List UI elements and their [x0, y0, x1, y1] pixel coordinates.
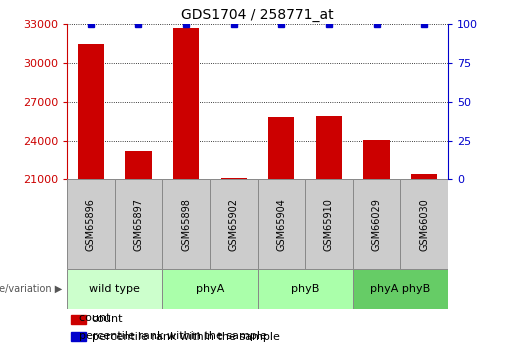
Bar: [78, 43, 104, 179]
Bar: [316, 116, 342, 179]
Bar: [71, 332, 86, 342]
Text: GSM65896: GSM65896: [86, 198, 96, 251]
Text: count: count: [92, 314, 123, 324]
Bar: [71, 315, 86, 324]
Bar: [258, 269, 353, 309]
Text: phyA phyB: phyA phyB: [370, 284, 431, 294]
Bar: [67, 179, 115, 269]
Title: GDS1704 / 258771_at: GDS1704 / 258771_at: [181, 8, 334, 22]
Text: phyA: phyA: [196, 284, 224, 294]
Bar: [220, 178, 247, 179]
Text: genotype/variation ▶: genotype/variation ▶: [0, 284, 62, 294]
Text: wild type: wild type: [89, 284, 140, 294]
Bar: [162, 269, 258, 309]
Bar: [353, 179, 401, 269]
Text: count: count: [72, 313, 111, 323]
Bar: [353, 269, 448, 309]
Text: GSM65904: GSM65904: [277, 198, 286, 251]
Text: GSM65897: GSM65897: [133, 198, 143, 251]
Text: GSM66030: GSM66030: [419, 198, 429, 250]
Bar: [125, 151, 151, 179]
Bar: [411, 174, 437, 179]
Text: percentile rank within the sample: percentile rank within the sample: [72, 331, 267, 341]
Bar: [305, 179, 353, 269]
Bar: [162, 179, 210, 269]
Text: GSM65898: GSM65898: [181, 198, 191, 251]
Text: GSM66029: GSM66029: [372, 198, 382, 251]
Bar: [268, 117, 295, 179]
Text: GSM65910: GSM65910: [324, 198, 334, 251]
Text: percentile rank within the sample: percentile rank within the sample: [92, 332, 280, 342]
Text: phyB: phyB: [291, 284, 319, 294]
Text: GSM65902: GSM65902: [229, 198, 238, 251]
Bar: [401, 179, 448, 269]
Bar: [210, 179, 258, 269]
Bar: [114, 179, 162, 269]
Bar: [67, 269, 162, 309]
Bar: [364, 140, 390, 179]
Bar: [173, 28, 199, 179]
Bar: [258, 179, 305, 269]
